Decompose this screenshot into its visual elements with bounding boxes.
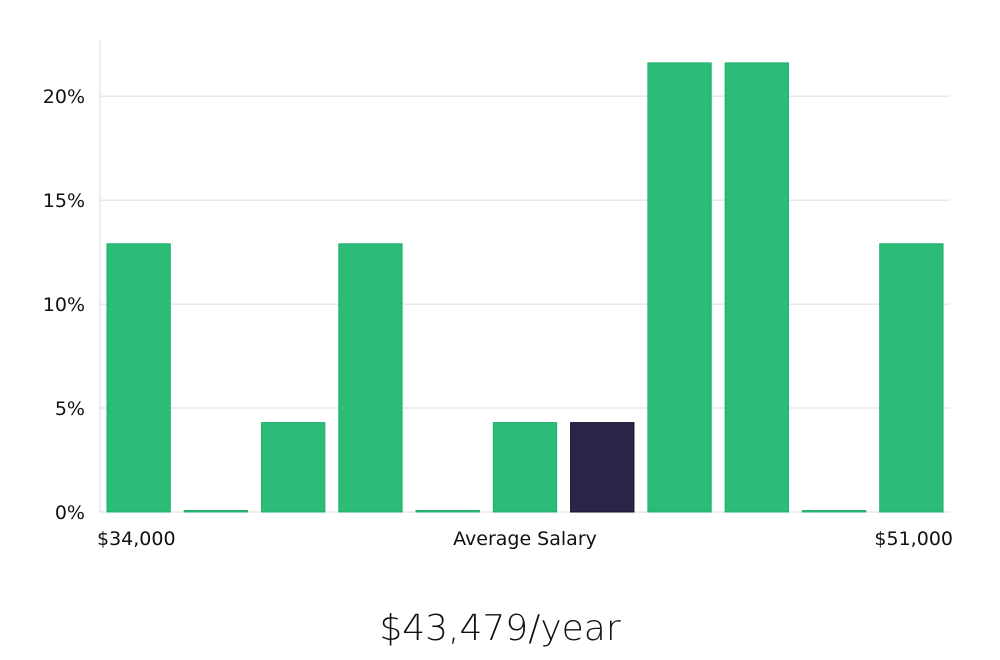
x-axis-center-label: Average Salary — [453, 528, 597, 550]
bar — [879, 243, 944, 513]
y-tick-label: 10% — [43, 294, 85, 316]
x-axis-max-label: $51,000 — [874, 528, 953, 550]
bar — [492, 422, 558, 513]
average-salary-value: $43,479/year — [379, 608, 621, 649]
bar — [183, 510, 249, 513]
bar — [801, 510, 867, 513]
bar — [647, 62, 712, 513]
bar — [415, 510, 480, 513]
y-tick-label: 5% — [55, 398, 85, 420]
bar-highlighted — [570, 422, 635, 513]
y-tick-label: 15% — [43, 190, 85, 212]
salary-histogram: 0% 5% 10% 15% 20% — [43, 40, 950, 524]
y-tick-label: 20% — [43, 86, 85, 108]
bar — [261, 422, 326, 513]
bar — [724, 62, 789, 513]
bar — [106, 243, 171, 513]
bar — [338, 243, 403, 513]
x-axis-min-label: $34,000 — [97, 528, 176, 550]
y-tick-label: 0% — [55, 502, 85, 524]
